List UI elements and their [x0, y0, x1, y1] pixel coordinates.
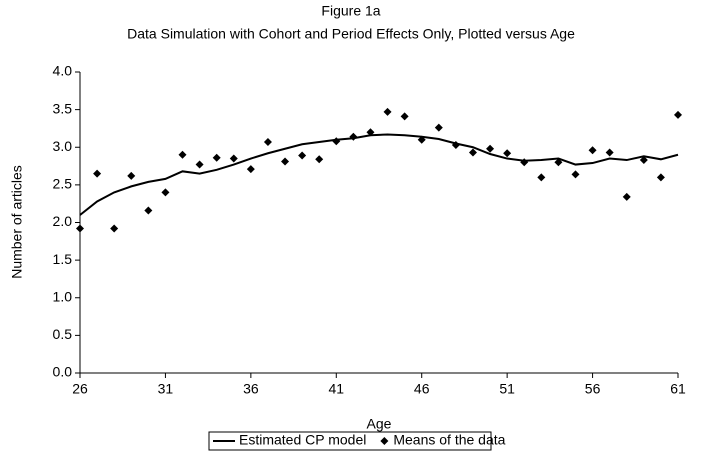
y-tick-label: 3.5: [53, 100, 73, 116]
x-tick-label: 36: [243, 381, 259, 397]
x-tick-label: 41: [328, 381, 344, 397]
x-axis-label: Age: [367, 416, 392, 432]
data-point: [537, 173, 546, 182]
data-point: [229, 154, 238, 163]
data-point: [400, 112, 409, 121]
data-point: [554, 158, 563, 167]
data-point: [639, 156, 648, 165]
data-point: [434, 123, 443, 132]
model-line: [79, 133, 679, 216]
y-tick-label: 2.0: [53, 213, 73, 229]
data-point: [246, 165, 255, 174]
data-point: [383, 107, 392, 116]
data-point: [417, 135, 426, 144]
data-point: [127, 171, 136, 180]
data-point: [76, 224, 84, 233]
data-point: [263, 137, 272, 146]
data-point: [468, 148, 477, 157]
data-point: [212, 153, 221, 162]
y-tick-label: 4.0: [53, 63, 73, 79]
data-point: [366, 128, 375, 137]
x-tick-label: 51: [499, 381, 515, 397]
y-tick-label: 1.5: [53, 251, 73, 267]
x-tick-label: 56: [585, 381, 601, 397]
y-tick-label: 2.5: [53, 176, 73, 192]
data-point: [520, 158, 529, 167]
data-point: [656, 173, 665, 182]
chart-subtitle: Data Simulation with Cohort and Period E…: [127, 26, 575, 42]
data-point: [93, 169, 102, 178]
data-point: [503, 149, 512, 158]
data-point: [605, 148, 614, 157]
data-point: [674, 110, 682, 119]
x-tick-label: 31: [158, 381, 174, 397]
data-point: [451, 140, 460, 149]
data-point: [349, 132, 358, 141]
data-point: [571, 170, 580, 179]
legend-label: Means of the data: [393, 432, 505, 448]
data-point: [486, 144, 495, 153]
legend-label: Estimated CP model: [239, 432, 366, 448]
y-tick-label: 0.0: [53, 364, 73, 380]
chart-title: Figure 1a: [321, 3, 380, 19]
data-point: [144, 206, 153, 215]
x-tick-label: 46: [414, 381, 430, 397]
legend-marker: [380, 437, 389, 445]
data-point: [178, 150, 187, 159]
data-point: [195, 160, 204, 169]
data-point: [281, 157, 290, 166]
data-point: [161, 188, 170, 197]
y-tick-label: 1.0: [53, 288, 73, 304]
data-point: [622, 192, 631, 201]
y-tick-label: 0.5: [53, 326, 73, 342]
data-point: [588, 146, 597, 155]
data-point: [298, 151, 307, 160]
data-point: [110, 224, 119, 233]
data-point: [332, 137, 341, 146]
x-tick-label: 61: [670, 381, 686, 397]
y-tick-label: 3.0: [53, 138, 73, 154]
legend-box: [208, 431, 492, 451]
x-tick-label: 26: [72, 381, 88, 397]
data-point: [315, 155, 324, 164]
y-axis-label: Number of articles: [9, 165, 25, 279]
